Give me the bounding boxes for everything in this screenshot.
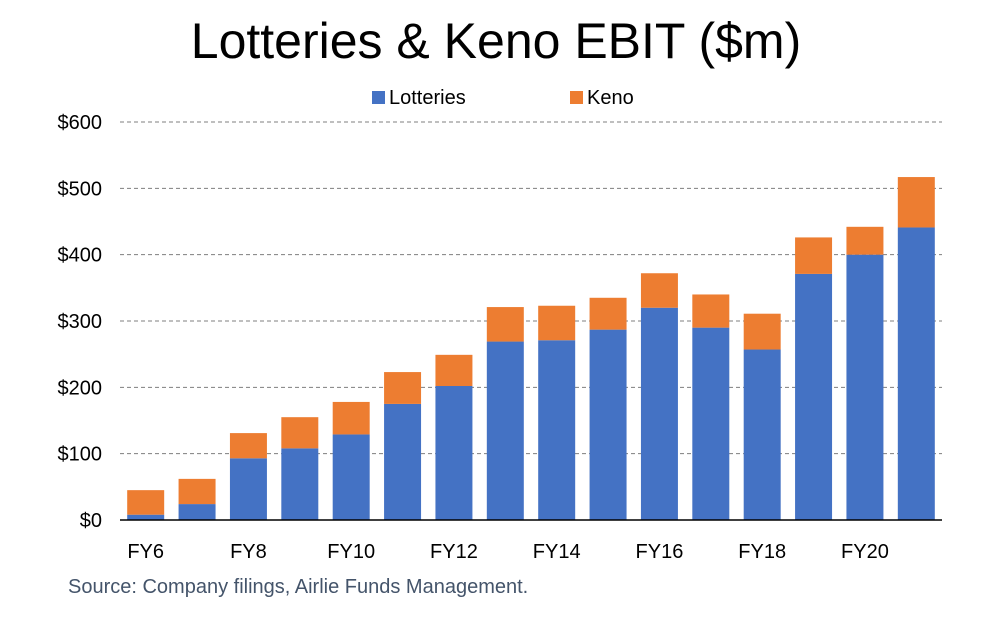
x-tick-label: FY16 xyxy=(636,541,684,563)
bar-lotteries-fy7 xyxy=(178,504,216,520)
y-tick-label: $300 xyxy=(58,311,103,333)
bar-keno-fy10 xyxy=(332,401,370,435)
bar-lotteries-fy15 xyxy=(589,329,627,520)
bar-keno-fy17 xyxy=(692,294,730,328)
legend-label-lotteries: Lotteries xyxy=(389,87,466,109)
x-tick-label: FY8 xyxy=(230,541,267,563)
y-tick-label: $400 xyxy=(58,245,103,267)
bar-keno-fy21 xyxy=(897,177,935,228)
y-tick-label: $100 xyxy=(58,444,103,466)
bar-lotteries-fy11 xyxy=(384,403,422,520)
bar-lotteries-fy19 xyxy=(795,273,833,520)
bar-keno-fy18 xyxy=(743,313,781,350)
legend-swatch-lotteries xyxy=(372,91,385,104)
bar-keno-fy16 xyxy=(640,273,678,308)
bar-keno-fy9 xyxy=(281,417,319,449)
bar-lotteries-fy21 xyxy=(897,227,935,520)
bar-keno-fy20 xyxy=(846,226,884,255)
x-axis: FY6 FY8 FY10 FY12 FY14 FY16 FY18 FY20 xyxy=(120,519,942,563)
legend-label-keno: Keno xyxy=(587,87,634,109)
bar-lotteries-fy8 xyxy=(229,458,267,520)
bar-keno-fy12 xyxy=(435,354,473,387)
y-tick-label: $0 xyxy=(80,510,102,532)
x-tick-label: FY20 xyxy=(841,541,889,563)
y-tick-label: $600 xyxy=(58,112,103,134)
x-tick-label: FY6 xyxy=(127,541,164,563)
bar-lotteries-fy18 xyxy=(743,349,781,520)
chart-title: Lotteries & Keno EBIT ($m) xyxy=(190,13,802,69)
y-tick-label: $200 xyxy=(58,377,103,399)
y-tick-label: $500 xyxy=(58,178,103,200)
bar-lotteries-fy6 xyxy=(127,514,165,520)
source-note: Source: Company filings, Airlie Funds Ma… xyxy=(68,576,529,598)
bars xyxy=(127,177,935,520)
bar-lotteries-fy12 xyxy=(435,386,473,520)
bar-keno-fy11 xyxy=(384,372,422,404)
x-tick-label: FY14 xyxy=(533,541,581,563)
legend-swatch-keno xyxy=(570,91,583,104)
legend: Lotteries Keno xyxy=(372,87,634,109)
x-tick-label: FY12 xyxy=(430,541,478,563)
bar-keno-fy14 xyxy=(538,305,576,341)
bar-lotteries-fy9 xyxy=(281,448,319,520)
bar-keno-fy8 xyxy=(229,433,267,459)
bar-lotteries-fy10 xyxy=(332,434,370,520)
bar-keno-fy7 xyxy=(178,478,216,505)
bar-keno-fy6 xyxy=(127,490,165,515)
bar-lotteries-fy14 xyxy=(538,340,576,520)
bar-lotteries-fy20 xyxy=(846,254,884,520)
x-tick-label: FY18 xyxy=(738,541,786,563)
bar-lotteries-fy17 xyxy=(692,327,730,520)
y-axis: $0 $100 $200 $300 $400 $500 $600 xyxy=(58,112,103,532)
bar-keno-fy19 xyxy=(795,237,833,274)
bar-lotteries-fy16 xyxy=(640,307,678,520)
bar-lotteries-fy13 xyxy=(486,341,524,520)
bar-keno-fy15 xyxy=(589,297,627,330)
bar-keno-fy13 xyxy=(486,307,524,342)
x-tick-label: FY10 xyxy=(327,541,375,563)
